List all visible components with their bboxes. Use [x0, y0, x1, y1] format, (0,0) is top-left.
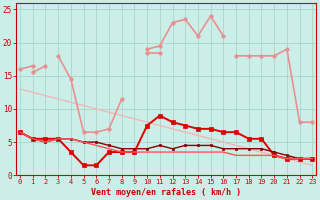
X-axis label: Vent moyen/en rafales ( km/h ): Vent moyen/en rafales ( km/h ) — [91, 188, 241, 197]
